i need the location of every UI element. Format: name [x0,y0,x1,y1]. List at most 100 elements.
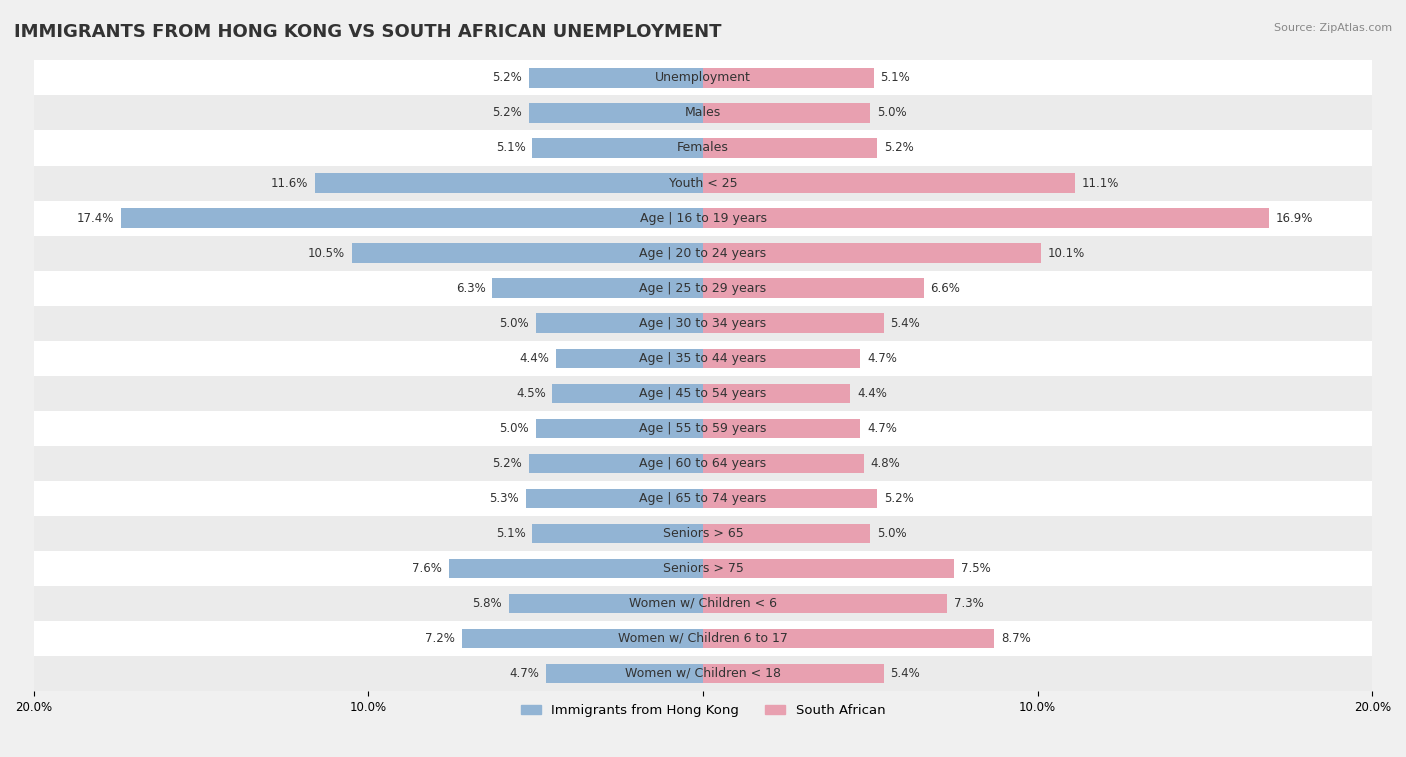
Text: IMMIGRANTS FROM HONG KONG VS SOUTH AFRICAN UNEMPLOYMENT: IMMIGRANTS FROM HONG KONG VS SOUTH AFRIC… [14,23,721,41]
Text: Age | 20 to 24 years: Age | 20 to 24 years [640,247,766,260]
Bar [703,68,873,88]
Text: 10.1%: 10.1% [1047,247,1085,260]
Bar [34,375,1372,411]
Text: 5.0%: 5.0% [877,107,907,120]
Bar [703,453,863,473]
Bar [34,551,1372,586]
Text: 4.7%: 4.7% [868,422,897,435]
Bar [703,244,1040,263]
Text: 5.2%: 5.2% [884,142,914,154]
Bar [703,103,870,123]
Text: 6.3%: 6.3% [456,282,485,294]
Bar [703,593,948,613]
Bar [34,481,1372,516]
Text: Age | 35 to 44 years: Age | 35 to 44 years [640,352,766,365]
Bar [703,419,860,438]
Bar [492,279,703,298]
Text: 5.2%: 5.2% [492,456,522,470]
Bar [703,173,1074,192]
Text: 5.8%: 5.8% [472,597,502,610]
Text: 5.4%: 5.4% [890,667,920,680]
Text: 16.9%: 16.9% [1275,211,1313,225]
Text: Youth < 25: Youth < 25 [669,176,737,189]
Text: 5.4%: 5.4% [890,316,920,329]
Text: Age | 25 to 29 years: Age | 25 to 29 years [640,282,766,294]
Text: 7.2%: 7.2% [426,632,456,645]
Text: 6.6%: 6.6% [931,282,960,294]
Bar [34,61,1372,95]
Bar [34,270,1372,306]
Bar [34,95,1372,130]
Bar [703,139,877,157]
Text: 7.5%: 7.5% [960,562,990,575]
Text: 4.4%: 4.4% [519,352,548,365]
Bar [315,173,703,192]
Bar [34,201,1372,235]
Text: Seniors > 65: Seniors > 65 [662,527,744,540]
Bar [34,621,1372,656]
Text: 10.5%: 10.5% [308,247,344,260]
Text: 8.7%: 8.7% [1001,632,1031,645]
Text: Unemployment: Unemployment [655,71,751,85]
Text: 5.1%: 5.1% [496,142,526,154]
Text: 17.4%: 17.4% [76,211,114,225]
Text: Seniors > 75: Seniors > 75 [662,562,744,575]
Bar [703,559,955,578]
Text: 4.8%: 4.8% [870,456,900,470]
Bar [509,593,703,613]
Text: Women w/ Children 6 to 17: Women w/ Children 6 to 17 [619,632,787,645]
Bar [34,516,1372,551]
Text: 5.1%: 5.1% [496,527,526,540]
Bar [536,419,703,438]
Bar [533,139,703,157]
Text: Males: Males [685,107,721,120]
Text: Source: ZipAtlas.com: Source: ZipAtlas.com [1274,23,1392,33]
Bar [703,313,884,333]
Bar [533,524,703,543]
Text: 11.6%: 11.6% [271,176,308,189]
Text: Age | 60 to 64 years: Age | 60 to 64 years [640,456,766,470]
Text: Age | 16 to 19 years: Age | 16 to 19 years [640,211,766,225]
Bar [536,313,703,333]
Bar [703,208,1268,228]
Bar [555,348,703,368]
Text: Women w/ Children < 18: Women w/ Children < 18 [626,667,780,680]
Text: 7.6%: 7.6% [412,562,441,575]
Text: Age | 55 to 59 years: Age | 55 to 59 years [640,422,766,435]
Bar [34,130,1372,166]
Bar [463,629,703,648]
Text: Women w/ Children < 6: Women w/ Children < 6 [628,597,778,610]
Bar [703,384,851,403]
Bar [703,279,924,298]
Text: Age | 65 to 74 years: Age | 65 to 74 years [640,492,766,505]
Text: 4.5%: 4.5% [516,387,546,400]
Text: Age | 30 to 34 years: Age | 30 to 34 years [640,316,766,329]
Bar [352,244,703,263]
Text: 5.2%: 5.2% [492,71,522,85]
Bar [34,411,1372,446]
Text: 5.0%: 5.0% [499,316,529,329]
Text: 4.7%: 4.7% [509,667,538,680]
Text: Females: Females [678,142,728,154]
Text: 4.7%: 4.7% [868,352,897,365]
Bar [34,341,1372,375]
Bar [526,488,703,508]
Text: 11.1%: 11.1% [1081,176,1119,189]
Legend: Immigrants from Hong Kong, South African: Immigrants from Hong Kong, South African [516,699,890,722]
Bar [34,586,1372,621]
Text: 5.2%: 5.2% [492,107,522,120]
Bar [121,208,703,228]
Text: 5.3%: 5.3% [489,492,519,505]
Text: 5.2%: 5.2% [884,492,914,505]
Bar [34,235,1372,270]
Bar [449,559,703,578]
Text: Age | 45 to 54 years: Age | 45 to 54 years [640,387,766,400]
Bar [703,629,994,648]
Bar [34,656,1372,691]
Text: 5.0%: 5.0% [877,527,907,540]
Text: 5.0%: 5.0% [499,422,529,435]
Bar [546,664,703,683]
Bar [529,453,703,473]
Bar [34,166,1372,201]
Bar [703,664,884,683]
